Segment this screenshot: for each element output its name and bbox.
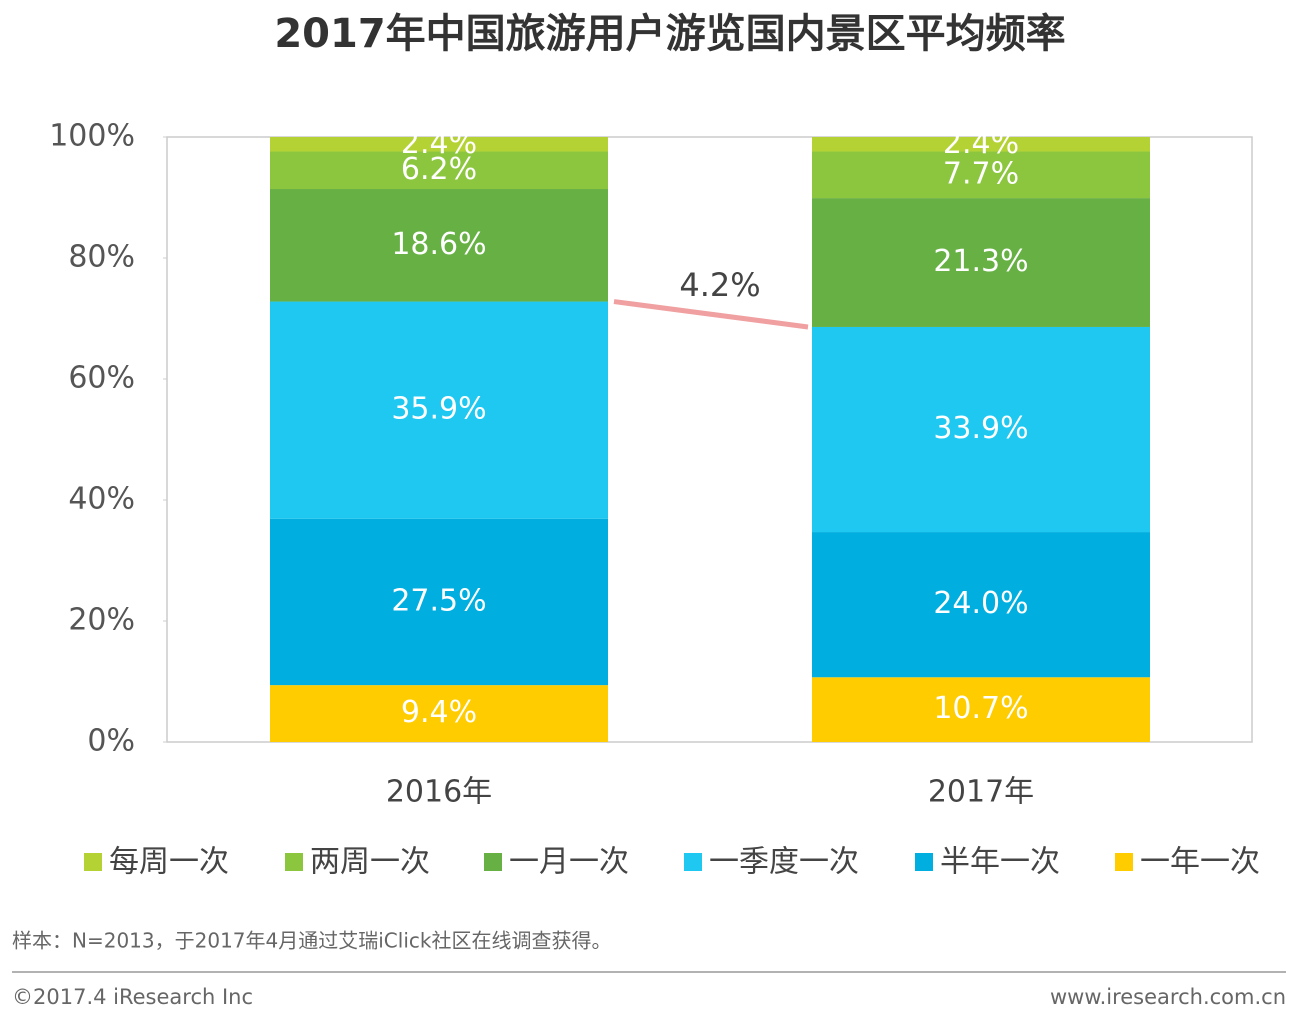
y-tick-label: 80% xyxy=(68,240,135,275)
value-label: 33.9% xyxy=(933,411,1028,446)
bar-segment xyxy=(270,685,608,742)
annotation: 4.2% xyxy=(679,266,760,304)
bar-segment xyxy=(270,301,608,519)
legend-swatch xyxy=(484,853,502,871)
bar-segment xyxy=(812,532,1150,678)
plot-frame xyxy=(166,136,1253,743)
bar-segment xyxy=(270,189,608,302)
bar-segment xyxy=(270,151,608,190)
bar-segment xyxy=(812,137,1150,152)
value-label: 35.9% xyxy=(391,392,486,427)
y-tick-label: 60% xyxy=(68,361,135,396)
value-label: 18.6% xyxy=(391,227,486,262)
value-label: 21.3% xyxy=(933,244,1028,279)
x-tick-label: 2017年 xyxy=(928,775,1034,810)
legend-label: 一月一次 xyxy=(509,845,629,880)
y-tick-label: 20% xyxy=(68,603,135,638)
value-label: 10.7% xyxy=(933,691,1028,726)
x-tick-label: 2016年 xyxy=(386,775,492,810)
y-tick-label: 0% xyxy=(87,724,135,759)
value-label: 2.4% xyxy=(943,126,1019,161)
bar-segment xyxy=(812,677,1150,742)
value-label: 7.7% xyxy=(943,156,1019,191)
y-tick-label: 100% xyxy=(49,119,135,154)
legend-label: 两周一次 xyxy=(310,845,430,880)
value-label: 6.2% xyxy=(401,152,477,187)
copyright: ©2017.4 iResearch Inc xyxy=(12,985,253,1009)
bar-segment xyxy=(270,518,608,686)
value-label: 27.5% xyxy=(391,583,486,618)
legend-label: 一年一次 xyxy=(1140,845,1260,880)
value-label: 9.4% xyxy=(401,695,477,730)
bar-segment xyxy=(812,326,1150,533)
legend-swatch xyxy=(84,853,102,871)
legend-swatch xyxy=(684,853,702,871)
chart-title: 2017年中国旅游用户游览国内景区平均频率 xyxy=(274,11,1065,57)
value-label: 2.4% xyxy=(401,126,477,161)
bar-segment xyxy=(812,198,1150,327)
legend-swatch xyxy=(1115,853,1133,871)
legend-swatch xyxy=(915,853,933,871)
legend-label: 一季度一次 xyxy=(709,845,859,880)
value-label: 24.0% xyxy=(933,586,1028,621)
connector xyxy=(613,299,809,330)
bar-segment xyxy=(812,151,1150,199)
legend-label: 半年一次 xyxy=(940,845,1060,880)
y-tick-label: 40% xyxy=(68,482,135,517)
bar-segment xyxy=(270,137,608,152)
legend-label: 每周一次 xyxy=(109,845,229,880)
legend-swatch xyxy=(285,853,303,871)
website: www.iresearch.com.cn xyxy=(1050,985,1286,1009)
footnote: 样本：N=2013，于2017年4月通过艾瑞iClick社区在线调查获得。 xyxy=(12,929,611,953)
